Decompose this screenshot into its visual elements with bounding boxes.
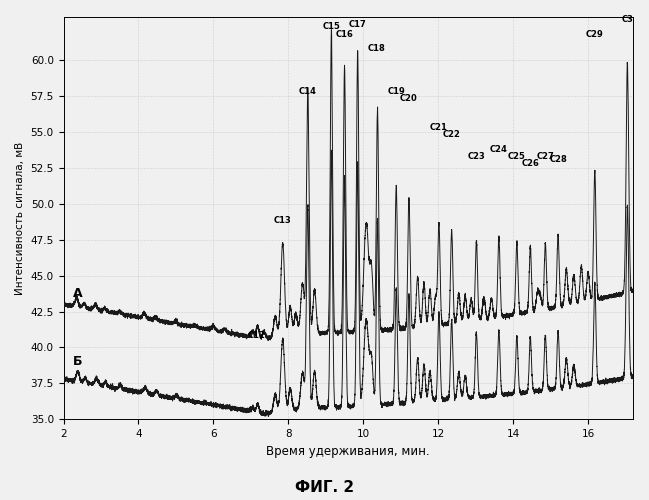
Text: C20: C20 [400,94,418,104]
Text: C16: C16 [336,30,354,38]
Text: C17: C17 [349,20,367,28]
Text: ФИГ. 2: ФИГ. 2 [295,480,354,495]
Text: C19: C19 [387,87,405,96]
Text: C12: C12 [247,331,265,340]
Text: C23: C23 [467,152,485,160]
Text: C13: C13 [274,216,291,226]
Text: C28: C28 [549,154,567,164]
Text: C3: C3 [622,16,633,24]
X-axis label: Время удерживания, мин.: Время удерживания, мин. [267,444,430,458]
Text: Б: Б [73,354,82,368]
Text: C15: C15 [323,22,340,32]
Text: C25: C25 [508,152,526,160]
Text: C21: C21 [430,123,448,132]
Text: C24: C24 [490,144,508,154]
Text: C29: C29 [586,30,604,38]
Text: А: А [73,287,82,300]
Text: C14: C14 [299,87,317,96]
Y-axis label: Интенсивность сигнала, мВ: Интенсивность сигнала, мВ [15,142,25,295]
Text: C22: C22 [443,130,461,139]
Text: C27: C27 [537,152,554,160]
Text: C18: C18 [367,44,386,53]
Text: C26: C26 [521,159,539,168]
